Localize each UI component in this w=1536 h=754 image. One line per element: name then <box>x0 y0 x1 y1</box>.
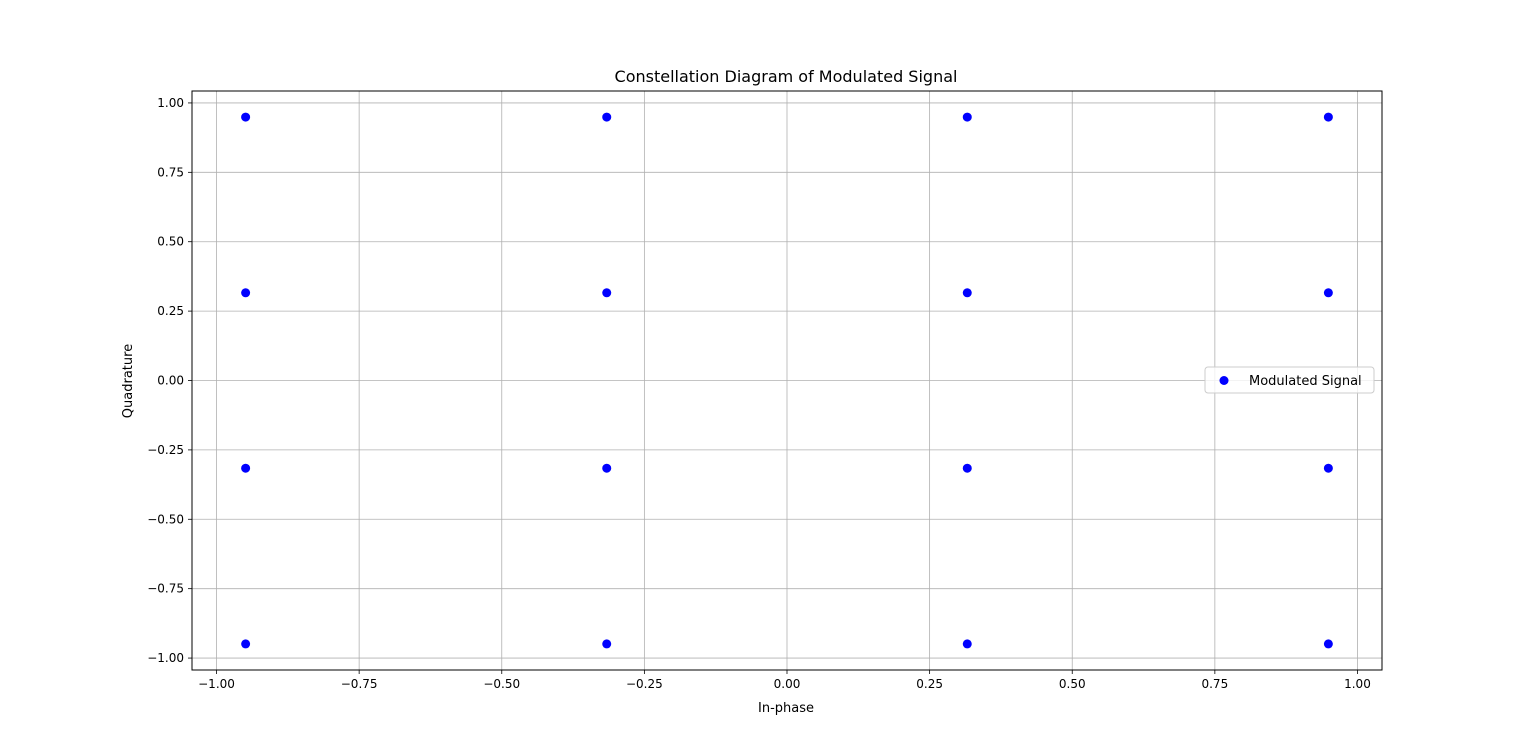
y-tick-label: 0.25 <box>157 304 184 318</box>
legend: Modulated Signal <box>1204 366 1375 394</box>
constellation-point <box>241 112 251 122</box>
scatter-points <box>241 112 1333 649</box>
constellation-point <box>962 112 972 122</box>
y-axis-ticks: −1.00 −0.75 −0.50 −0.25 0.00 0.25 0.50 0.75 1.00 <box>147 96 192 665</box>
constellation-point <box>241 639 251 649</box>
constellation-point <box>602 463 612 473</box>
constellation-point <box>1323 639 1333 649</box>
legend-box <box>1204 366 1375 394</box>
chart-title: Constellation Diagram of Modulated Signa… <box>615 67 958 86</box>
y-tick-label: 0.50 <box>157 235 184 249</box>
constellation-point <box>1323 463 1333 473</box>
x-tick-label: 0.50 <box>1059 677 1086 691</box>
y-tick-label: 0.00 <box>157 374 184 388</box>
legend-marker <box>1219 376 1229 385</box>
constellation-point <box>962 463 972 473</box>
constellation-point <box>241 288 251 298</box>
x-axis-ticks: −1.00 −0.75 −0.50 −0.25 0.00 0.25 0.50 0.75 1.00 <box>198 670 1371 691</box>
constellation-point <box>602 112 612 122</box>
constellation-point <box>1323 112 1333 122</box>
constellation-point <box>602 639 612 649</box>
y-tick-label: −0.75 <box>147 582 184 596</box>
x-tick-label: 1.00 <box>1344 677 1371 691</box>
y-tick-label: 1.00 <box>157 96 184 110</box>
constellation-point <box>602 288 612 298</box>
y-tick-label: −0.25 <box>147 443 184 457</box>
legend-label-modulated-signal: Modulated Signal <box>1249 374 1362 389</box>
x-tick-label: −0.25 <box>626 677 663 691</box>
x-axis-label: In-phase <box>758 701 814 716</box>
x-tick-label: −1.00 <box>198 677 235 691</box>
y-axis-label: Quadrature <box>121 344 136 418</box>
grid-lines <box>192 91 1382 670</box>
constellation-point <box>962 639 972 649</box>
y-tick-label: 0.75 <box>157 165 184 179</box>
x-tick-label: −0.75 <box>341 677 378 691</box>
y-tick-label: −1.00 <box>147 651 184 665</box>
y-tick-label: −0.50 <box>147 512 184 526</box>
constellation-point <box>962 288 972 298</box>
x-tick-label: 0.25 <box>916 677 943 691</box>
constellation-point <box>1323 288 1333 298</box>
x-tick-label: 0.75 <box>1201 677 1228 691</box>
x-tick-label: −0.50 <box>483 677 520 691</box>
x-tick-label: 0.00 <box>774 677 801 691</box>
constellation-point <box>241 463 251 473</box>
